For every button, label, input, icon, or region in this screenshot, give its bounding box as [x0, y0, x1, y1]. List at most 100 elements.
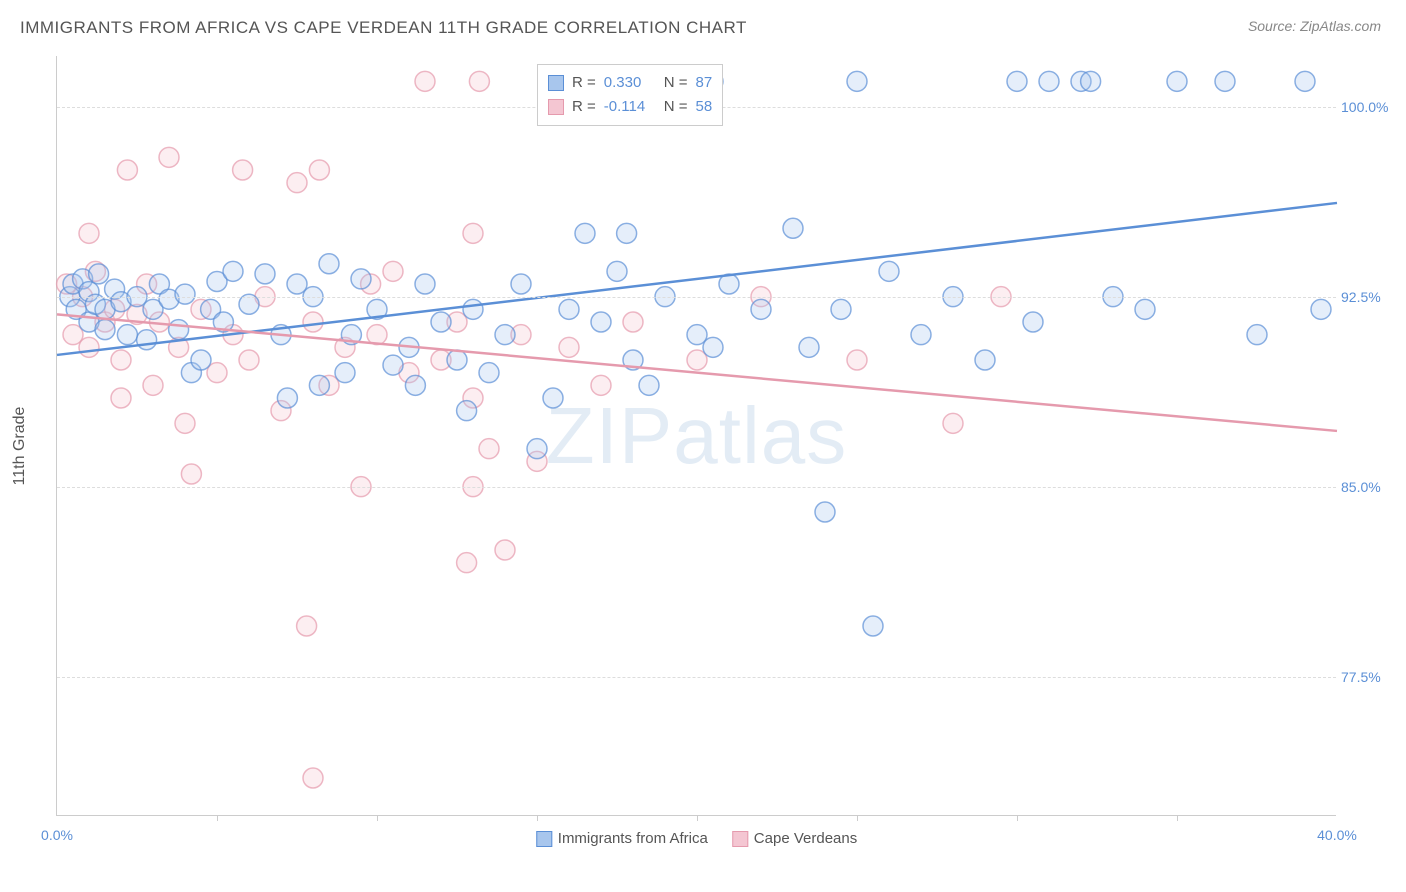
legend-n-value: 87 [696, 71, 713, 95]
series-legend: Immigrants from Africa Cape Verdeans [536, 830, 857, 847]
scatter-point [559, 299, 579, 319]
scatter-point [309, 375, 329, 395]
scatter-point [1311, 299, 1331, 319]
scatter-point [911, 325, 931, 345]
plot-area: ZIPatlas 77.5%85.0%92.5%100.0%0.0%40.0%R… [56, 56, 1336, 816]
scatter-point [89, 264, 109, 284]
gridline [57, 297, 1336, 298]
scatter-point [303, 312, 323, 332]
gridline [57, 677, 1336, 678]
scatter-point [463, 299, 483, 319]
source-attribution: Source: ZipAtlas.com [1248, 18, 1381, 34]
correlation-legend-row: R =-0.114N =58 [548, 95, 712, 119]
scatter-point [233, 160, 253, 180]
scatter-point [415, 71, 435, 91]
scatter-point [159, 147, 179, 167]
scatter-point [1135, 299, 1155, 319]
scatter-point [255, 264, 275, 284]
scatter-point [639, 375, 659, 395]
scatter-point [607, 261, 627, 281]
scatter-point [1167, 71, 1187, 91]
x-minor-tick [1177, 815, 1178, 821]
scatter-point [223, 261, 243, 281]
scatter-point [479, 439, 499, 459]
x-minor-tick [537, 815, 538, 821]
correlation-legend: R =0.330N =87R =-0.114N =58 [537, 64, 723, 126]
scatter-point [319, 254, 339, 274]
scatter-point [703, 337, 723, 357]
legend-n-label: N = [664, 95, 688, 119]
scatter-point [309, 160, 329, 180]
y-tick-label: 85.0% [1341, 479, 1396, 495]
x-minor-tick [857, 815, 858, 821]
scatter-point [383, 261, 403, 281]
scatter-point [575, 223, 595, 243]
series-legend-label: Cape Verdeans [754, 830, 857, 847]
x-minor-tick [217, 815, 218, 821]
series-legend-item: Cape Verdeans [732, 830, 857, 847]
scatter-point [863, 616, 883, 636]
scatter-point [479, 363, 499, 383]
x-minor-tick [1017, 815, 1018, 821]
scatter-point [511, 274, 531, 294]
scatter-point [79, 223, 99, 243]
scatter-point [463, 223, 483, 243]
scatter-point [495, 540, 515, 560]
scatter-point [117, 160, 137, 180]
scatter-point [623, 312, 643, 332]
scatter-point [591, 375, 611, 395]
scatter-point [175, 284, 195, 304]
scatter-point [847, 71, 867, 91]
scatter-point [543, 388, 563, 408]
x-tick-label: 0.0% [41, 827, 73, 843]
chart-svg [57, 56, 1336, 815]
scatter-point [943, 413, 963, 433]
legend-swatch [548, 99, 564, 115]
scatter-point [351, 269, 371, 289]
scatter-point [447, 350, 467, 370]
scatter-point [799, 337, 819, 357]
scatter-point [1081, 71, 1101, 91]
series-legend-item: Immigrants from Africa [536, 830, 708, 847]
legend-swatch [548, 75, 564, 91]
scatter-point [335, 363, 355, 383]
scatter-point [783, 218, 803, 238]
scatter-point [287, 173, 307, 193]
scatter-point [303, 768, 323, 788]
x-tick-label: 40.0% [1317, 827, 1357, 843]
scatter-point [111, 350, 131, 370]
scatter-point [191, 350, 211, 370]
scatter-point [79, 337, 99, 357]
scatter-point [1215, 71, 1235, 91]
scatter-point [469, 71, 489, 91]
y-tick-label: 92.5% [1341, 289, 1396, 305]
scatter-point [175, 413, 195, 433]
y-tick-label: 77.5% [1341, 669, 1396, 685]
scatter-point [297, 616, 317, 636]
scatter-point [383, 355, 403, 375]
scatter-point [1247, 325, 1267, 345]
scatter-point [815, 502, 835, 522]
scatter-point [527, 439, 547, 459]
y-tick-label: 100.0% [1341, 99, 1396, 115]
scatter-point [975, 350, 995, 370]
legend-swatch [732, 831, 748, 847]
legend-r-label: R = [572, 95, 596, 119]
scatter-point [95, 320, 115, 340]
scatter-point [169, 320, 189, 340]
correlation-legend-row: R =0.330N =87 [548, 71, 712, 95]
scatter-point [495, 325, 515, 345]
scatter-point [117, 325, 137, 345]
legend-swatch [536, 831, 552, 847]
scatter-point [1295, 71, 1315, 91]
scatter-point [143, 375, 163, 395]
legend-r-label: R = [572, 71, 596, 95]
scatter-point [559, 337, 579, 357]
scatter-point [239, 350, 259, 370]
chart-title: IMMIGRANTS FROM AFRICA VS CAPE VERDEAN 1… [20, 18, 747, 38]
legend-r-value: -0.114 [604, 95, 656, 119]
scatter-point [1023, 312, 1043, 332]
scatter-point [591, 312, 611, 332]
scatter-point [617, 223, 637, 243]
y-axis-label: 11th Grade [11, 407, 29, 486]
